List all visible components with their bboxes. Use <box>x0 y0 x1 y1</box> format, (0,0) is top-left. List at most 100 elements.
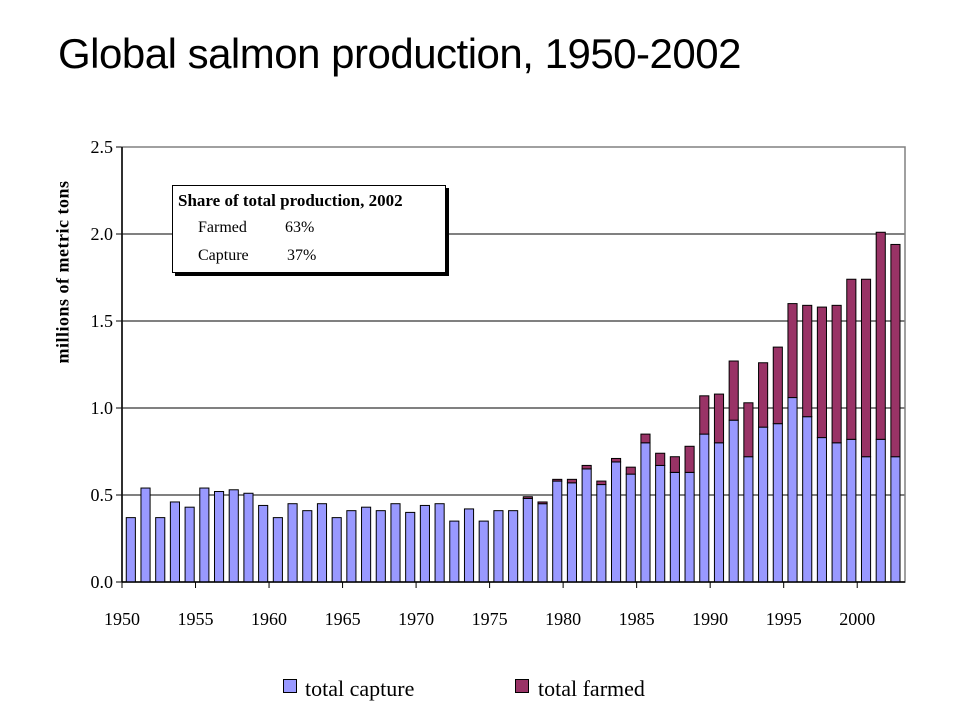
bar-capture <box>258 504 269 583</box>
bar-farmed <box>772 346 783 425</box>
bar-farmed <box>625 466 636 475</box>
bar-farmed <box>728 360 739 421</box>
bar-farmed <box>890 243 901 458</box>
bar-capture <box>596 484 607 583</box>
bar-farmed <box>640 433 651 444</box>
chart-title: Global salmon production, 1950-2002 <box>58 30 741 77</box>
x-tick-label: 1970 <box>398 609 434 629</box>
bar-farmed <box>699 395 710 435</box>
bar-capture <box>640 442 651 583</box>
bar-capture <box>361 506 372 583</box>
x-tick-label: 1995 <box>766 609 802 629</box>
y-tick-label: 1.5 <box>91 311 114 331</box>
bar-capture <box>449 520 460 583</box>
bar-farmed <box>669 456 680 473</box>
bar-farmed <box>713 393 725 444</box>
y-tick-label: 2.0 <box>91 224 114 244</box>
bar-capture <box>184 506 195 583</box>
bar-farmed <box>537 501 548 505</box>
bar-farmed <box>787 303 798 399</box>
legend-label-farmed: total farmed <box>538 676 645 701</box>
bar-capture <box>390 503 401 583</box>
bar-farmed <box>743 402 754 458</box>
bar-capture <box>375 510 386 583</box>
bar-farmed <box>802 304 813 418</box>
production-share-box: Share of total production, 2002 Farmed 6… <box>172 185 446 273</box>
bars <box>125 231 901 583</box>
bar-capture <box>787 397 798 583</box>
bar-capture <box>758 426 769 583</box>
y-axis-label: millions of metric tons <box>52 180 73 364</box>
bar-capture <box>581 468 592 583</box>
x-tick-label: 1965 <box>325 609 361 629</box>
bar-capture <box>316 503 328 583</box>
bar-capture <box>287 503 298 583</box>
share-value: 63% <box>285 219 315 236</box>
bar-farmed <box>684 445 695 473</box>
bar-capture <box>213 491 225 583</box>
bar-capture <box>816 437 827 583</box>
x-tick-label: 1950 <box>104 609 140 629</box>
bar-capture <box>684 471 695 583</box>
y-tick-label: 0.5 <box>91 485 114 505</box>
legend-swatch-capture <box>283 679 297 693</box>
bar-capture <box>728 419 739 583</box>
bar-capture <box>625 473 636 583</box>
bar-farmed <box>846 278 857 440</box>
legend-swatch-farmed <box>515 679 529 693</box>
bar-capture <box>743 456 754 583</box>
bar-capture <box>669 471 680 583</box>
bar-farmed <box>552 478 563 482</box>
bar-capture <box>713 442 725 583</box>
bar-capture <box>772 423 783 583</box>
bar-farmed <box>596 480 607 486</box>
x-tick-label: 2000 <box>839 609 875 629</box>
x-tick-label: 1975 <box>472 609 508 629</box>
x-tick-label: 1990 <box>692 609 728 629</box>
share-box-title: Share of total production, 2002 <box>178 191 403 210</box>
bar-capture <box>140 487 151 583</box>
bar-capture <box>655 464 666 583</box>
axes <box>121 147 905 588</box>
bar-capture <box>611 461 622 583</box>
bar-capture <box>243 492 254 583</box>
bar-farmed <box>611 457 622 463</box>
share-row-farmed: Farmed 63% <box>198 219 314 237</box>
bar-capture <box>493 510 504 583</box>
bar-capture <box>846 438 857 583</box>
bar-capture <box>125 517 136 583</box>
bar-capture <box>169 501 180 583</box>
bar-capture <box>155 517 166 583</box>
x-tick-labels: 1950 1955 1960 1965 1970 1975 1980 1985 1990 1995… <box>104 609 875 629</box>
bar-farmed <box>581 464 592 470</box>
share-row-capture: Capture 37% <box>198 247 316 265</box>
bar-capture <box>537 503 548 583</box>
share-value: 37% <box>287 247 317 264</box>
bar-capture <box>552 480 563 583</box>
bar-capture <box>331 517 342 583</box>
y-tick-label: 2.5 <box>91 137 114 157</box>
bar-capture <box>346 510 357 583</box>
legend-label-capture: total capture <box>305 676 415 701</box>
bar-capture <box>831 442 842 583</box>
bar-capture <box>405 511 416 583</box>
bar-capture <box>463 508 475 583</box>
bar-capture <box>860 456 872 583</box>
bar-capture <box>890 456 901 583</box>
bar-capture <box>802 416 813 583</box>
bar-capture <box>478 520 489 583</box>
bar-farmed <box>831 304 842 444</box>
bar-farmed <box>875 231 886 440</box>
x-tick-label: 1980 <box>545 609 581 629</box>
bar-capture <box>699 433 710 583</box>
x-tick-label: 1985 <box>619 609 655 629</box>
y-tick-labels: 0.0 0.5 1.0 1.5 2.0 2.5 <box>91 137 114 592</box>
bar-farmed <box>522 496 533 499</box>
x-tick-label: 1955 <box>178 609 214 629</box>
bar-capture <box>875 438 886 583</box>
bar-capture <box>508 510 519 583</box>
share-label: Capture <box>198 247 249 264</box>
bar-capture <box>434 503 445 583</box>
bar-capture <box>199 487 210 583</box>
